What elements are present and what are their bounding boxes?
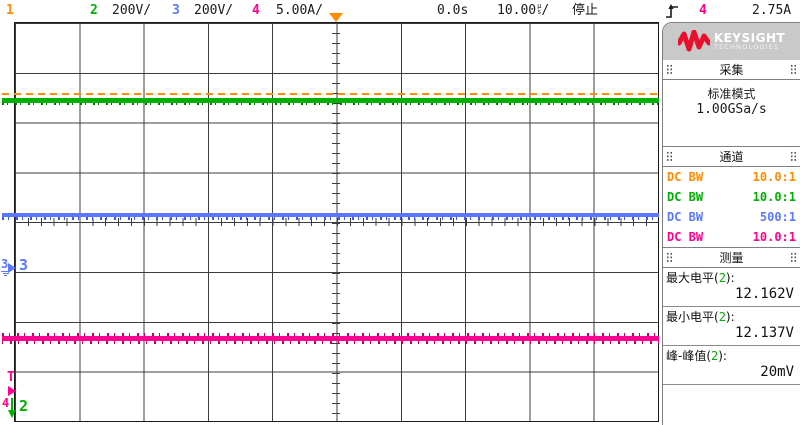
drag-grip-icon[interactable]	[666, 151, 673, 162]
channels-panel: DC BW 10.0:1 DC BW 10.0:1 DC BW 500:1 DC…	[663, 167, 800, 247]
measurement-peak-peak-value: 20mV	[760, 364, 794, 380]
channel-2-offscreen-arrow-stem	[11, 398, 13, 411]
channel-1-coupling: DC BW	[667, 170, 704, 184]
brand-subname: TECHNOLOGIES	[713, 43, 780, 51]
channel-4-noise-bottom	[2, 341, 659, 344]
measurements-panel: 最大电平(2): 12.162V 最小电平(2): 12.137V 峰-峰值(2…	[663, 268, 800, 425]
channel-2-reference-label: 2	[19, 397, 29, 415]
vertical-axis-ticks	[332, 23, 340, 421]
channel-3-coupling: DC BW	[667, 210, 704, 224]
trigger-source[interactable]: 4	[699, 3, 707, 18]
channel-1-probe-ratio: 10.0:1	[752, 170, 796, 184]
brand-name: KEYSIGHT	[713, 31, 786, 45]
channel-3-scale[interactable]: 200V/	[194, 3, 234, 18]
channel-3-info-row[interactable]: DC BW 500:1	[663, 207, 800, 227]
channel-3-noise	[2, 217, 659, 220]
drag-grip-icon[interactable]	[789, 252, 797, 263]
trigger-position-marker[interactable]	[329, 13, 343, 22]
drag-grip-icon[interactable]	[789, 64, 797, 75]
channel-3-button[interactable]: 3	[172, 3, 180, 18]
channel-4-noise-top	[2, 333, 659, 336]
channel-2-info-row[interactable]: DC BW 10.0:1	[663, 187, 800, 207]
trigger-edge-icon	[665, 4, 679, 19]
delay-readout[interactable]: 0.0s	[437, 3, 469, 18]
channel-4-scale[interactable]: 5.00A/	[276, 3, 323, 18]
channel-3-trace[interactable]	[2, 213, 659, 220]
info-sidebar: KEYSIGHT TECHNOLOGIES 采集 标准模式 1.00GSa/s …	[662, 22, 800, 425]
channel-3-reference-arrow[interactable]	[8, 263, 16, 273]
channel-1-info-row[interactable]: DC BW 10.0:1	[663, 167, 800, 187]
measurement-max-level[interactable]: 最大电平(2): 12.162V	[663, 268, 800, 307]
channel-2-offscreen-arrow[interactable]	[8, 410, 16, 418]
channels-section-header[interactable]: 通道	[663, 146, 800, 167]
sample-rate: 1.00GSa/s	[696, 102, 767, 117]
measurements-section-header[interactable]: 测量	[663, 247, 800, 268]
measurement-min-level-value: 12.137V	[734, 325, 794, 341]
drag-grip-icon[interactable]	[666, 252, 673, 263]
keysight-logo: KEYSIGHT TECHNOLOGIES	[663, 23, 800, 60]
channel-3-ground-marker: 3	[1, 258, 10, 276]
trigger-level-label: T	[7, 370, 15, 385]
ground-icon	[1, 271, 10, 276]
channel-4-info-row[interactable]: DC BW 10.0:1	[663, 227, 800, 247]
channel-4-trace[interactable]	[2, 333, 659, 344]
channel-4-reference-label: 4	[2, 396, 10, 410]
acquisition-panel: 标准模式 1.00GSa/s	[663, 80, 800, 146]
drag-grip-icon[interactable]	[789, 151, 797, 162]
timebase-readout[interactable]: 10.00 µ s /	[497, 2, 550, 19]
channel-4-probe-ratio: 10.0:1	[752, 230, 796, 244]
channel-2-coupling: DC BW	[667, 190, 704, 204]
measurements-title: 测量	[719, 251, 744, 265]
channel-4-button[interactable]: 4	[252, 3, 260, 18]
channel-3-reference-label: 3	[19, 256, 29, 274]
channel-2-button[interactable]: 2	[90, 3, 98, 18]
trigger-level-readout[interactable]: 2.75A	[752, 3, 792, 18]
status-bar: 1 2 200V/ 3 200V/ 4 5.00A/ 0.0s 10.00 µ s /…	[0, 0, 800, 22]
channel-2-probe-ratio: 10.0:1	[752, 190, 796, 204]
drag-grip-icon[interactable]	[666, 64, 673, 75]
run-state-indicator: 停止	[572, 3, 599, 18]
measurement-min-level[interactable]: 最小电平(2): 12.137V	[663, 307, 800, 346]
channel-2-noise	[2, 103, 659, 105]
channel-1-button[interactable]: 1	[6, 3, 14, 18]
trigger-level-arrow[interactable]	[8, 386, 16, 396]
acquisition-mode: 标准模式	[707, 87, 756, 101]
channel-1-trace[interactable]	[2, 93, 659, 95]
channel-2-trace[interactable]	[2, 98, 659, 105]
channel-3-probe-ratio: 500:1	[759, 210, 796, 224]
measurement-max-level-value: 12.162V	[734, 286, 794, 302]
keysight-wave-icon	[677, 29, 710, 51]
acquisition-section-header[interactable]: 采集	[663, 60, 800, 80]
channels-title: 通道	[719, 150, 744, 164]
channel-2-scale[interactable]: 200V/	[112, 3, 152, 18]
channel-4-coupling: DC BW	[667, 230, 704, 244]
acquisition-title: 采集	[719, 63, 744, 77]
measurement-peak-peak[interactable]: 峰-峰值(2): 20mV	[663, 346, 800, 385]
